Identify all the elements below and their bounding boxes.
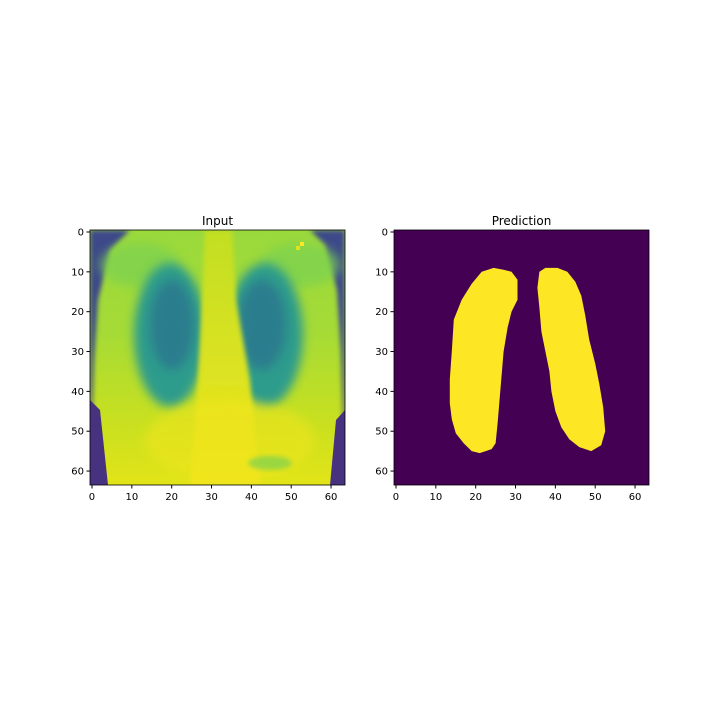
y-tick-label: 30 — [71, 347, 84, 358]
left-lung-mask — [449, 267, 518, 454]
x-tick-label: 30 — [509, 492, 522, 503]
xray-left-lung-core — [150, 280, 194, 370]
xray-lower-bright — [145, 400, 315, 480]
prediction-y-ticks: 0 10 20 30 40 50 60 — [375, 227, 394, 478]
prediction-x-ticks: 0 10 20 30 40 50 60 — [393, 485, 642, 503]
x-tick-label: 30 — [205, 492, 218, 503]
prediction-panel: Prediction 0 10 20 30 40 50 60 0 10 20 30 40 50 60 — [375, 214, 650, 503]
y-tick-label: 40 — [375, 387, 388, 398]
x-tick-label: 40 — [549, 492, 562, 503]
x-tick-label: 60 — [325, 492, 338, 503]
y-tick-label: 40 — [71, 387, 84, 398]
x-tick-label: 10 — [429, 492, 442, 503]
xray-right-lung-core — [238, 280, 286, 370]
xray-gas-bubble — [248, 456, 292, 470]
y-tick-label: 50 — [71, 427, 84, 438]
input-title: Input — [202, 214, 233, 228]
prediction-title: Prediction — [492, 214, 552, 228]
y-tick-label: 50 — [375, 427, 388, 438]
y-tick-label: 60 — [71, 467, 84, 478]
x-tick-label: 40 — [245, 492, 258, 503]
x-tick-label: 0 — [393, 492, 399, 503]
mask-background — [394, 230, 649, 485]
y-tick-label: 10 — [71, 267, 84, 278]
input-xray-image — [90, 230, 345, 485]
y-tick-label: 30 — [375, 347, 388, 358]
y-tick-label: 20 — [71, 307, 84, 318]
prediction-mask-image — [394, 230, 649, 485]
x-tick-label: 50 — [589, 492, 602, 503]
prediction-axes-frame — [393, 229, 650, 486]
y-tick-label: 60 — [375, 467, 388, 478]
input-axes-frame — [89, 229, 346, 486]
xray-marker-2 — [296, 246, 300, 250]
y-tick-label: 20 — [375, 307, 388, 318]
x-tick-label: 10 — [125, 492, 138, 503]
x-tick-label: 20 — [165, 492, 178, 503]
xray-bottom-left-corner — [90, 400, 108, 485]
x-tick-label: 20 — [469, 492, 482, 503]
xray-bottom-right-corner — [330, 410, 345, 485]
x-tick-label: 50 — [285, 492, 298, 503]
x-tick-label: 60 — [629, 492, 642, 503]
input-y-ticks: 0 10 20 30 40 50 60 — [71, 227, 90, 478]
x-tick-label: 0 — [89, 492, 95, 503]
right-lung-mask — [537, 267, 606, 452]
y-tick-label: 0 — [382, 227, 388, 238]
y-tick-label: 10 — [375, 267, 388, 278]
y-tick-label: 0 — [78, 227, 84, 238]
xray-marker — [300, 242, 304, 246]
input-x-ticks: 0 10 20 30 40 50 60 — [89, 485, 338, 503]
input-panel: Input 0 10 20 30 40 50 6 — [71, 214, 346, 503]
